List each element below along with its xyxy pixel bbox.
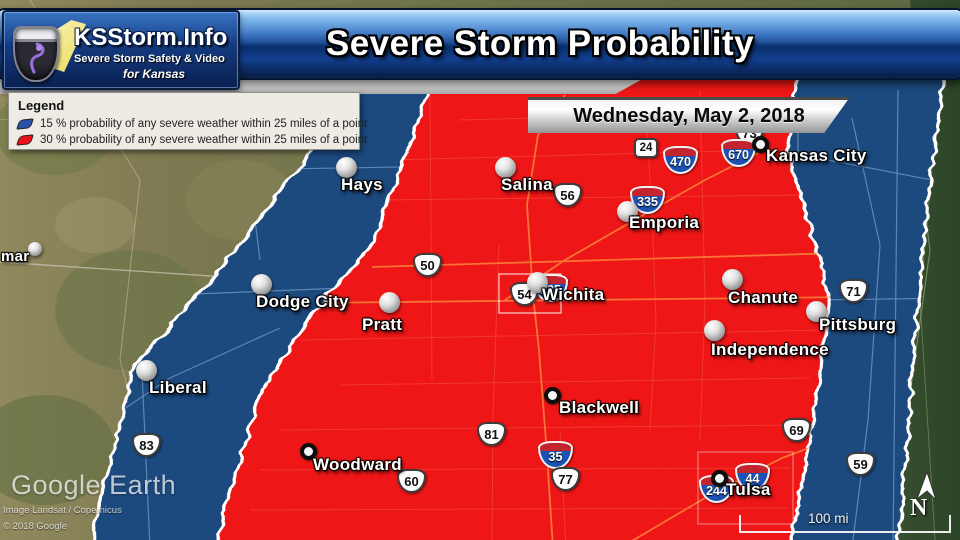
logo-shield-icon	[13, 26, 59, 82]
scale-bar	[739, 515, 951, 533]
city-marker-dodge-city	[251, 274, 272, 295]
route-shield-us-24: 24	[634, 138, 658, 158]
imagery-attribution: Image Landsat / Copernicus	[3, 505, 122, 516]
page-title: Severe Storm Probability	[325, 24, 755, 63]
city-marker-woodward	[300, 443, 317, 460]
legend-item-30: 30 % probability of any severe weather w…	[16, 132, 367, 148]
city-marker-kansas-city	[752, 136, 769, 153]
copyright-text: © 2018 Google	[3, 521, 68, 532]
city-label-wichita: Wichita	[542, 285, 605, 304]
city-label-woodward: Woodward	[313, 455, 402, 474]
north-arrow-icon	[915, 470, 937, 501]
logo-subtitle: Severe Storm Safety & Video	[74, 53, 225, 65]
route-shield-i-44: 44	[735, 463, 770, 491]
scale-label: 100 mi	[808, 511, 849, 526]
city-label-dodge-city: Dodge City	[256, 292, 349, 311]
city-marker-wichita	[527, 272, 548, 293]
city-label-blackwell: Blackwell	[559, 398, 640, 417]
legend-label-30: 30 % probability of any severe weather w…	[40, 134, 368, 146]
legend-panel: Legend 15 % probability of any severe we…	[8, 92, 367, 150]
city-label-kansas-city: Kansas City	[766, 146, 867, 165]
city-marker-hays	[336, 157, 357, 178]
city-label-independence: Independence	[711, 340, 829, 359]
city-label-pratt: Pratt	[362, 315, 403, 334]
city-marker-salina	[495, 157, 516, 178]
city-marker-pittsburg	[806, 301, 827, 322]
route-shield-us-50: 50	[413, 253, 442, 277]
legend-swatch-30-icon	[16, 134, 34, 146]
city-marker-blackwell	[544, 387, 561, 404]
city-label-liberal: Liberal	[149, 378, 207, 397]
legend-swatch-15-icon	[16, 118, 34, 130]
tornado-icon	[30, 42, 45, 74]
city-label-tulsa: Tulsa	[726, 480, 771, 499]
city-marker-emporia	[617, 201, 638, 222]
city-label-partial: mar	[1, 248, 30, 265]
city-marker-pratt	[379, 292, 400, 313]
city-label-salina: Salina	[501, 175, 553, 194]
legend-title: Legend	[18, 98, 65, 113]
logo-tagline: for Kansas	[122, 67, 186, 81]
city-label-pittsburg: Pittsburg	[819, 315, 897, 334]
city-marker-partial	[28, 242, 42, 256]
date-banner: Wednesday, May 2, 2018	[528, 97, 850, 133]
logo-title: KSStorm.Info	[74, 24, 228, 51]
ksstorm-logo: KSStorm.Info Severe Storm Safety & Video…	[2, 10, 240, 90]
city-marker-tulsa	[711, 470, 728, 487]
route-shield-us-71: 71	[839, 279, 868, 303]
legend-item-15: 15 % probability of any severe weather w…	[16, 116, 367, 132]
north-label: N	[910, 495, 928, 521]
city-marker-independence	[704, 320, 725, 341]
city-label-chanute: Chanute	[728, 288, 799, 307]
city-label-hays: Hays	[341, 175, 383, 194]
google-earth-watermark: Google Earth	[11, 470, 177, 500]
legend-label-15: 15 % probability of any severe weather w…	[40, 118, 368, 130]
city-label-emporia: Emporia	[629, 213, 700, 232]
city-marker-chanute	[722, 269, 743, 290]
city-marker-liberal	[136, 360, 157, 381]
